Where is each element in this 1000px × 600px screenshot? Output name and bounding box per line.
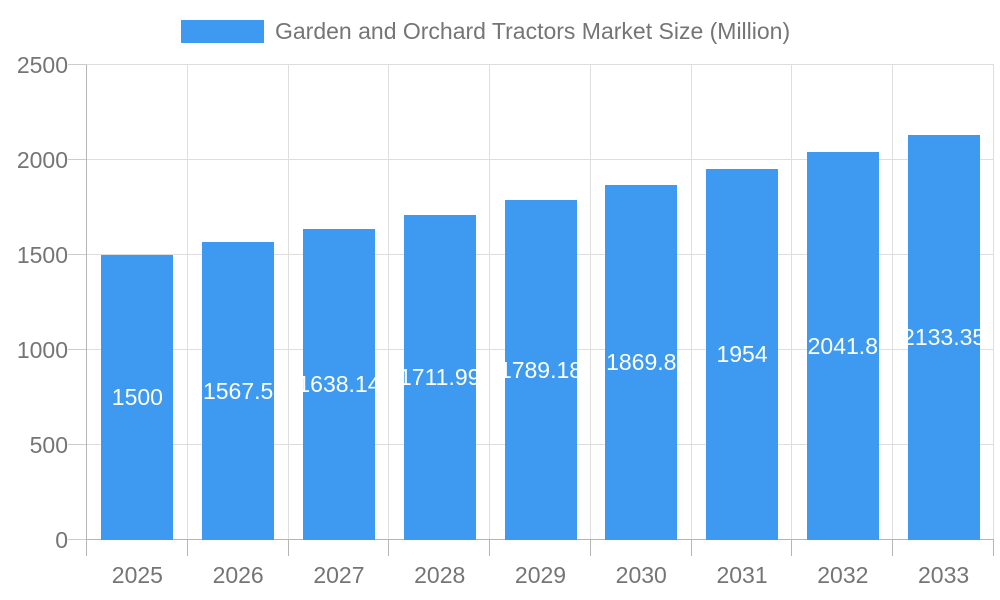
bar-value-label: 2133.35 bbox=[907, 324, 980, 350]
bar-value-label: 2041.8 bbox=[807, 332, 878, 359]
v-gridline bbox=[993, 65, 994, 540]
y-axis-line bbox=[86, 65, 87, 540]
v-gridline bbox=[690, 65, 692, 540]
x-axis-tick bbox=[186, 540, 188, 556]
x-axis-tick bbox=[388, 540, 390, 556]
y-axis-tick bbox=[68, 254, 87, 255]
x-axis-tick bbox=[690, 540, 692, 556]
y-tick-label: 2000 bbox=[16, 147, 68, 173]
bar[interactable] bbox=[605, 185, 678, 540]
y-axis-tick bbox=[68, 539, 87, 540]
legend[interactable]: Garden and Orchard Tractors Market Size … bbox=[181, 17, 790, 45]
bar[interactable] bbox=[403, 215, 476, 540]
v-gridline bbox=[186, 65, 188, 540]
bar-value-label: 1638.14 bbox=[302, 371, 375, 397]
bar-value-label: 1954 bbox=[716, 341, 768, 367]
y-axis-tick bbox=[68, 159, 87, 160]
x-tick-label: 2028 bbox=[414, 562, 466, 588]
legend-label: Garden and Orchard Tractors Market Size … bbox=[275, 18, 791, 44]
y-axis-tick bbox=[68, 349, 87, 350]
bar[interactable] bbox=[101, 255, 174, 540]
x-tick-label: 2027 bbox=[313, 562, 365, 588]
y-tick-label: 2500 bbox=[16, 52, 68, 78]
v-gridline bbox=[287, 65, 289, 540]
y-tick-label: 0 bbox=[55, 527, 68, 553]
x-tick-label: 2030 bbox=[615, 562, 667, 588]
y-tick-label: 1500 bbox=[16, 242, 68, 268]
x-axis-tick bbox=[892, 540, 894, 556]
x-axis-tick bbox=[791, 540, 793, 556]
v-gridline bbox=[388, 65, 390, 540]
x-axis-tick bbox=[489, 540, 491, 556]
y-tick-label: 1000 bbox=[16, 337, 68, 363]
bar-value-label: 1711.99 bbox=[403, 364, 476, 390]
v-gridline bbox=[489, 65, 491, 540]
x-tick-label: 2031 bbox=[716, 562, 768, 588]
bar[interactable] bbox=[706, 169, 779, 540]
v-gridline bbox=[589, 65, 591, 540]
bar-value-label: 1789.18 bbox=[504, 356, 577, 383]
bar[interactable] bbox=[202, 242, 275, 540]
legend-swatch bbox=[181, 19, 264, 43]
x-axis-tick bbox=[86, 540, 87, 556]
bar-value-label: 1567.5 bbox=[202, 377, 274, 404]
v-gridline bbox=[791, 65, 793, 540]
bar[interactable] bbox=[806, 152, 879, 540]
y-axis-tick bbox=[68, 64, 87, 65]
v-gridline bbox=[892, 65, 894, 540]
x-axis-tick bbox=[589, 540, 591, 556]
bar-value-label: 1500 bbox=[111, 384, 163, 410]
bar[interactable] bbox=[302, 229, 375, 540]
h-gridline bbox=[87, 64, 994, 65]
x-axis-tick bbox=[287, 540, 289, 556]
h-gridline bbox=[87, 159, 994, 160]
y-tick-label: 500 bbox=[29, 432, 68, 458]
x-tick-label: 2033 bbox=[918, 562, 970, 588]
x-axis-tick bbox=[993, 540, 994, 556]
bar[interactable] bbox=[907, 135, 980, 540]
bar[interactable] bbox=[504, 200, 577, 540]
x-tick-label: 2026 bbox=[212, 562, 264, 588]
x-tick-label: 2032 bbox=[817, 562, 869, 588]
bar-value-label: 1869.8 bbox=[606, 349, 677, 375]
x-tick-label: 2025 bbox=[111, 562, 163, 588]
y-axis-tick bbox=[68, 444, 87, 445]
x-tick-label: 2029 bbox=[514, 562, 567, 588]
